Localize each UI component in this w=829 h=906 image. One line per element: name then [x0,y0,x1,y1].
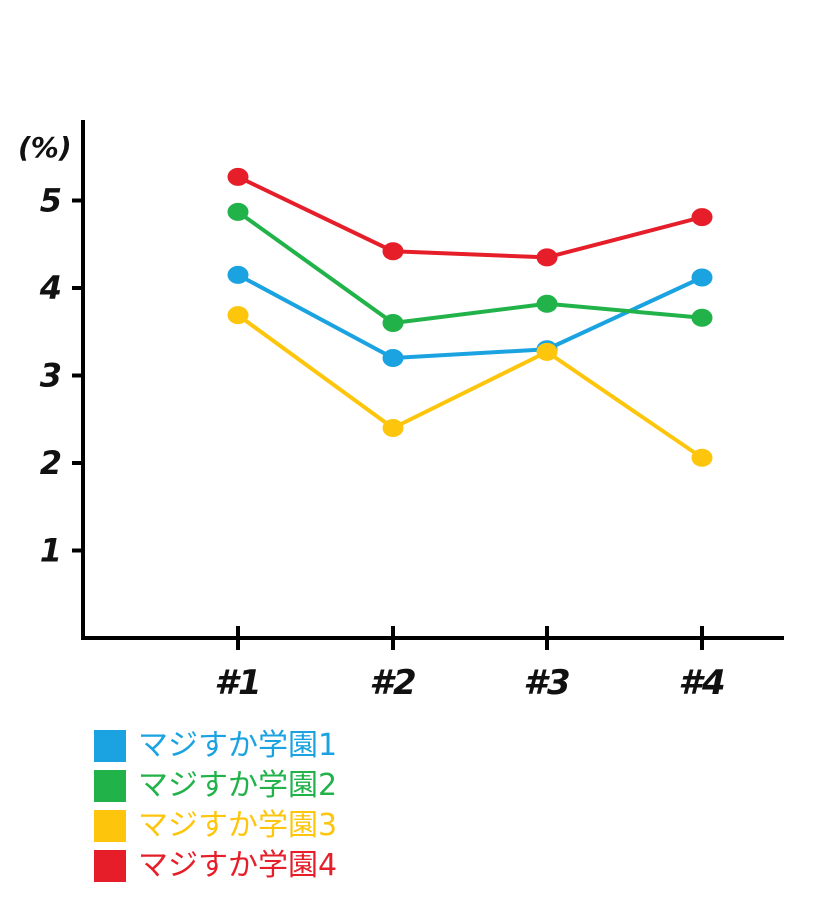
legend-label: マジすか学園1 [138,728,338,763]
series-1 [227,265,713,367]
legend-item: マジすか学園2 [94,766,337,806]
y-tick-label: 5 [40,182,62,220]
series-line [236,313,704,460]
data-point [227,167,249,186]
data-point [382,242,404,261]
data-point [536,294,558,313]
x-tick-label: #4 [678,663,725,703]
data-point [227,265,249,284]
y-tick-label: 1 [40,532,62,570]
y-tick-label: 2 [40,444,62,482]
x-ticks: #1 #2 #3 #4 [214,626,726,703]
legend-swatch [94,730,126,762]
series-line [236,210,703,325]
series-3 [227,306,713,467]
legend-swatch [94,770,126,802]
legend: マジすか学園1 マジすか学園2 マジすか学園3 マジすか学園4 [94,726,337,886]
legend-label: マジすか学園2 [138,768,338,803]
y-axis-unit-label: (%) [18,131,72,164]
x-tick-label: #3 [523,663,570,703]
data-point [227,306,249,325]
legend-item: マジすか学園3 [94,806,337,846]
data-point [536,342,558,361]
data-point [536,248,558,267]
series-2 [227,202,713,332]
y-tick-label: 3 [40,357,62,395]
data-point [691,268,713,287]
legend-swatch [94,850,126,882]
series-line [237,175,703,260]
y-tick-label: 4 [39,269,62,307]
data-point [382,349,404,367]
data-point [382,419,404,437]
series-line [237,273,703,360]
legend-item: マジすか学園1 [94,726,337,766]
series-group [227,167,713,467]
data-point [691,448,713,467]
series-4 [227,167,713,267]
data-point [227,202,249,221]
legend-label: マジすか学園3 [138,808,338,843]
x-tick-label: #1 [214,663,261,703]
y-ticks: 1 2 3 4 5 [39,182,83,570]
x-tick-label: #2 [369,663,416,703]
data-point [691,308,713,327]
legend-swatch [94,810,126,842]
legend-label: マジすか学園4 [138,848,338,883]
line-chart: (%) 1 2 3 4 5 #1 #2 #3 #4 [18,120,784,703]
legend-item: マジすか学園4 [94,846,337,886]
data-point [691,208,713,227]
data-point [382,314,404,332]
